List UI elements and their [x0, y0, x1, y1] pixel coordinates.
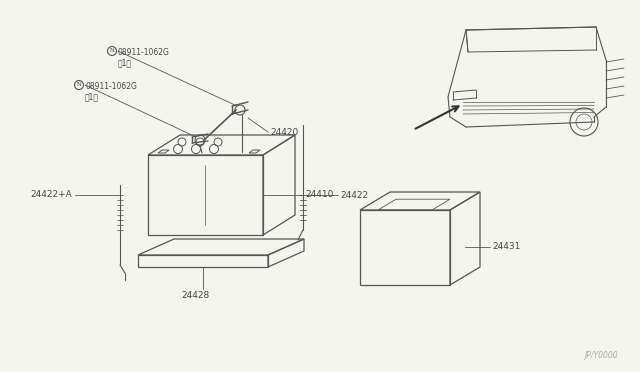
Text: N: N	[109, 48, 115, 54]
Text: 24431: 24431	[492, 242, 520, 251]
Text: 24420: 24420	[270, 128, 298, 137]
Text: JP/Y0000: JP/Y0000	[584, 351, 618, 360]
Text: N: N	[77, 83, 81, 87]
Text: 08911-1062G
（1）: 08911-1062G （1）	[85, 82, 137, 102]
Text: 24422: 24422	[340, 191, 368, 200]
Text: 24410: 24410	[305, 190, 333, 199]
Text: 24428: 24428	[181, 291, 209, 300]
Text: 24422+A: 24422+A	[30, 190, 72, 199]
Text: 08911-1062G
（1）: 08911-1062G （1）	[118, 48, 170, 67]
